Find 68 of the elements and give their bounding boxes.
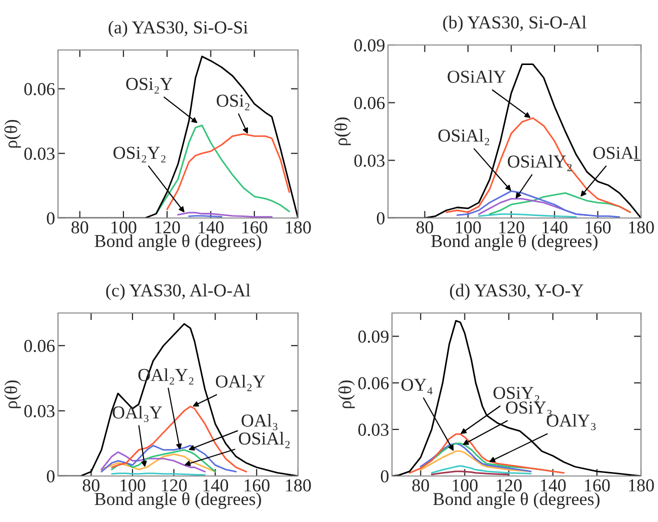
y-tick-label: 0.03 [354,154,385,167]
x-tick-label: 80 [416,221,434,234]
y-axis-title: ρ(θ) [4,120,21,148]
line-series [430,465,532,474]
annotation: OAl₂Y [216,374,266,392]
y-axis-title: ρ(θ) [4,380,21,408]
x-tick-label: 180 [629,479,654,492]
chart-title: (c) YAS30, Al-O-Al [106,284,250,300]
y-tick-label: 0 [46,212,55,224]
annotation: OSi₂Y₂ [113,146,166,162]
x-tick-label: 100 [120,479,146,492]
annotation: OY₄ [401,378,432,394]
chart-title: (b) YAS30, Si-O-Al [443,16,586,32]
y-tick-label: 0.09 [354,39,384,52]
y-tick-label: 0 [46,470,55,482]
x-tick-label: 120 [162,479,187,492]
x-tick-label: 160 [586,221,611,234]
y-tick-label: 0 [380,470,389,482]
y-tick-label: 0.03 [24,405,55,418]
line-series [111,449,216,472]
y-tick-label: 0.06 [354,96,385,110]
y-tick-label: 0.06 [358,377,389,390]
y-tick-label: 0.06 [24,340,55,352]
x-tick-label: 100 [456,221,481,234]
x-tick-label: 180 [286,221,311,234]
x-tick-label: 120 [155,221,180,234]
annotation: OSi₂Y [126,78,172,94]
y-tick-label: 0 [376,212,385,224]
x-tick-label: 140 [198,221,224,234]
line-series [100,454,216,472]
chart-title: (a) YAS30, Si-O-Si [108,20,248,38]
annotation: OSiAl₂ [438,128,490,146]
x-axis-title: Bond angle θ (degrees) [94,234,261,251]
x-tick-label: 80 [71,221,88,234]
x-axis-title: Bond angle θ (degrees) [433,492,600,509]
x-tick-label: 120 [499,221,524,234]
y-axis-title: ρ(θ) [334,117,351,146]
x-tick-label: 180 [286,479,311,492]
x-tick-label: 160 [584,479,610,492]
x-axis-title: Bond angle θ (degrees) [94,492,261,509]
x-tick-label: 100 [452,479,478,492]
x-tick-label: 180 [629,221,654,234]
x-tick-label: 140 [540,479,566,492]
x-tick-label: 140 [542,221,568,234]
y-axis-title: ρ(θ) [338,380,355,408]
y-tick-label: 0.06 [24,83,55,96]
chart-title: (d) YAS30, Y-O-Y [450,284,584,300]
x-tick-label: 120 [496,479,522,492]
y-tick-label: 0.03 [358,424,389,436]
annotation: OSiAl₂ [238,432,290,448]
line-series [100,444,237,472]
y-tick-label: 0.03 [24,148,55,160]
annotation: OAl₃ [242,414,278,430]
x-tick-label: 160 [242,221,268,234]
line-series [420,442,532,472]
x-tick-label: 160 [244,479,270,492]
y-tick-label: 0.09 [358,330,388,343]
x-tick-label: 80 [412,479,429,492]
x-tick-label: 80 [82,479,100,492]
annotation: OSiAl [593,146,638,159]
annotation: OSiAlY [448,70,506,83]
annotation: OSi₂ [216,94,250,110]
x-axis-title: Bond angle θ (degrees) [431,234,598,251]
x-tick-label: 100 [112,221,136,234]
annotation: OSiY₂ [494,386,540,402]
line-series [100,451,206,472]
annotation: OAl₃Y [112,406,162,422]
x-tick-label: 140 [203,479,228,492]
